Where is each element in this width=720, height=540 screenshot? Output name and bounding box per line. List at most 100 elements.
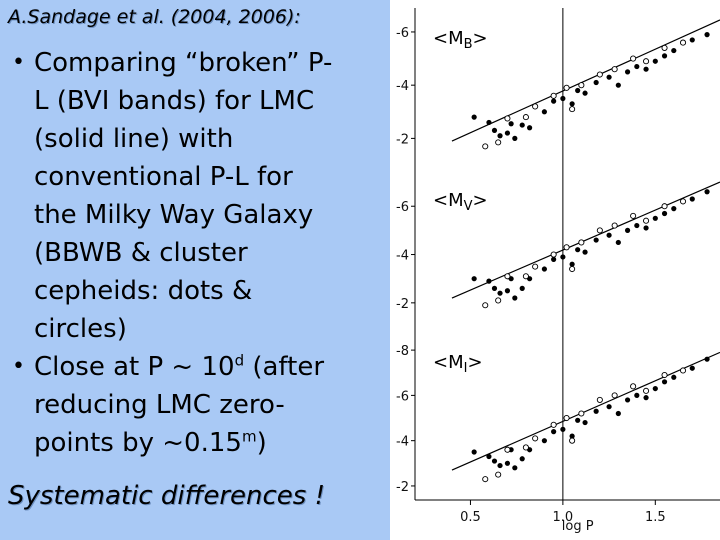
data-point-dot (512, 295, 518, 301)
bullet-text: (after (244, 352, 325, 382)
data-point-circle (596, 71, 603, 78)
bullet-closeness: • Close at P ~ 10d (after reducing LMC z… (12, 348, 384, 462)
panel-label: <MI> (433, 352, 483, 376)
data-point-circle (578, 410, 585, 417)
data-point-dot (643, 395, 649, 401)
bullet-marker: • (12, 354, 25, 379)
data-point-dot (643, 225, 649, 231)
bullet-line: (solid line) with (34, 124, 234, 154)
data-point-circle (578, 239, 585, 246)
bullet-text: Close at P ~ 10 (34, 352, 235, 382)
data-point-circle (578, 82, 585, 89)
data-point-dot (582, 249, 588, 255)
data-point-dot (615, 410, 621, 417)
data-point-dot (486, 119, 492, 126)
data-point-dot (491, 458, 498, 464)
superscript-days: d (234, 351, 245, 370)
data-point-dot (593, 408, 599, 414)
y-tick-label: -6 (396, 200, 409, 215)
data-point-dot (671, 47, 677, 54)
data-point-circle (661, 44, 668, 51)
data-point-dot (551, 98, 557, 104)
data-point-circle (532, 103, 539, 110)
data-point-dot (560, 426, 566, 432)
data-point-circle (643, 387, 650, 394)
data-point-dot (634, 392, 640, 398)
data-point-circle (504, 446, 511, 453)
data-point-circle (679, 367, 687, 374)
data-point-dot (569, 261, 575, 267)
data-point-dot (689, 365, 695, 371)
data-point-circle (495, 297, 502, 304)
data-point-dot (497, 462, 503, 469)
data-point-dot (689, 37, 695, 43)
data-point-dot (541, 438, 547, 444)
data-point-dot (624, 69, 631, 75)
y-tick-label: -2 (396, 297, 409, 312)
x-axis-label: log P (562, 519, 594, 534)
text-panel: A.Sandage et al. (2004, 2006): • Compari… (8, 6, 384, 511)
data-point-dot (491, 285, 498, 291)
superscript-magnitude: m (241, 427, 257, 446)
conclusion: Systematic differences ! (8, 481, 326, 511)
x-tick-label: 1.0 (553, 510, 574, 525)
y-tick-label: -6 (396, 26, 409, 41)
data-point-dot (512, 465, 518, 471)
lmc-fit-line (451, 351, 720, 471)
data-point-dot (497, 290, 503, 296)
data-point-dot (643, 66, 649, 72)
panel-label: <MB> (433, 28, 488, 52)
pl-relation-plot: -6 -4 -2 <MB> -6 -4 -2 <MV> -8 -6 -4 -2 <MI> 0.5 1.0 1.… (396, 8, 720, 534)
data-point-dot (661, 210, 668, 217)
data-point-dot (508, 121, 514, 127)
bullet-line: Comparing “broken” P- (34, 48, 333, 78)
data-point-circle (482, 302, 489, 309)
data-point-dot (661, 53, 668, 59)
bullet-line: circles) (34, 314, 127, 344)
data-point-dot (615, 82, 621, 88)
data-point-circle (679, 39, 687, 46)
lmc-fit-line (451, 181, 720, 299)
data-point-circle (504, 115, 511, 122)
data-point-circle (522, 114, 529, 121)
data-point-dot (519, 456, 525, 462)
data-point-dot (704, 32, 710, 38)
data-point-circle (611, 392, 618, 399)
bullet-list: • Comparing “broken” P- L (BVI bands) fo… (12, 44, 384, 462)
data-point-circle (679, 198, 687, 205)
y-tick-label: -4 (396, 249, 409, 264)
data-point-circle (569, 265, 576, 273)
data-point-dot (504, 288, 511, 294)
data-point-circle (550, 251, 557, 258)
data-point-circle (643, 58, 650, 65)
y-tick-label: -4 (396, 79, 409, 94)
data-point-dot (491, 127, 498, 134)
data-point-dot (593, 237, 599, 243)
bullet-line: reducing LMC zero- (34, 390, 285, 420)
data-point-dot (519, 285, 525, 291)
data-point-dot (560, 95, 566, 102)
data-point-dot (606, 232, 612, 238)
y-tick-label: -4 (396, 435, 409, 450)
bullet-line: conventional P-L for (34, 162, 293, 192)
bullet-marker: • (12, 50, 25, 75)
data-point-dot (560, 254, 566, 260)
data-point-dot (634, 63, 640, 70)
data-point-circle (550, 92, 557, 99)
lmc-fit-line (451, 19, 720, 142)
data-point-circle (504, 273, 511, 280)
data-point-circle (611, 66, 618, 73)
data-point-dot (671, 374, 677, 380)
data-point-dot (575, 247, 581, 253)
data-point-dot (569, 433, 575, 439)
data-point-circle (630, 55, 637, 62)
bullet-line: cepheids: dots & (34, 276, 253, 306)
data-point-circle (611, 222, 618, 229)
data-point-dot (471, 276, 477, 282)
bullet-line: (BBWB & cluster (34, 238, 248, 268)
bullet-line: the Milky Way Galaxy (34, 200, 314, 230)
y-tick-label: -6 (396, 389, 409, 404)
bullet-text: ) (256, 428, 267, 458)
data-point-dot (504, 130, 511, 136)
data-point-dot (541, 109, 547, 115)
